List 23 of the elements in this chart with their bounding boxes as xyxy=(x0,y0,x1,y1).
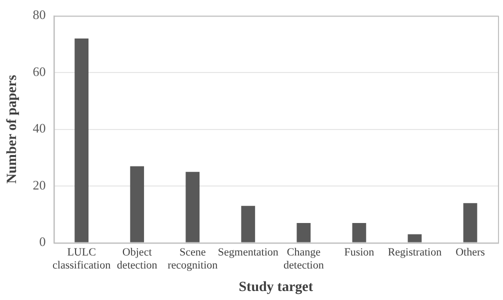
x-tick-label: Registration xyxy=(388,246,442,258)
y-tick-label: 20 xyxy=(32,177,46,192)
bar xyxy=(408,234,422,242)
y-tick-label: 40 xyxy=(32,120,46,136)
x-tick-label: Others xyxy=(456,246,485,258)
y-tick-label: 0 xyxy=(39,234,46,250)
x-tick-label: LULC classification xyxy=(52,246,112,272)
bar xyxy=(463,203,478,242)
y-tick-label: 60 xyxy=(32,64,46,79)
bar xyxy=(296,222,311,242)
x-tick-label: Change detection xyxy=(284,246,324,272)
bar xyxy=(241,206,256,242)
x-tick-label: Segmentation xyxy=(218,246,279,258)
bar xyxy=(74,38,89,242)
bar xyxy=(186,172,200,242)
x-tick-label: Scene recognition xyxy=(168,246,218,272)
bar xyxy=(130,166,144,242)
x-tick-label: Object detection xyxy=(116,246,158,272)
y-axis-title: Number of papers xyxy=(5,74,20,184)
x-axis-title: Study target xyxy=(238,280,314,296)
x-tick-label: Fusion xyxy=(344,246,375,258)
y-tick-label: 80 xyxy=(32,7,46,22)
bar xyxy=(352,222,366,242)
